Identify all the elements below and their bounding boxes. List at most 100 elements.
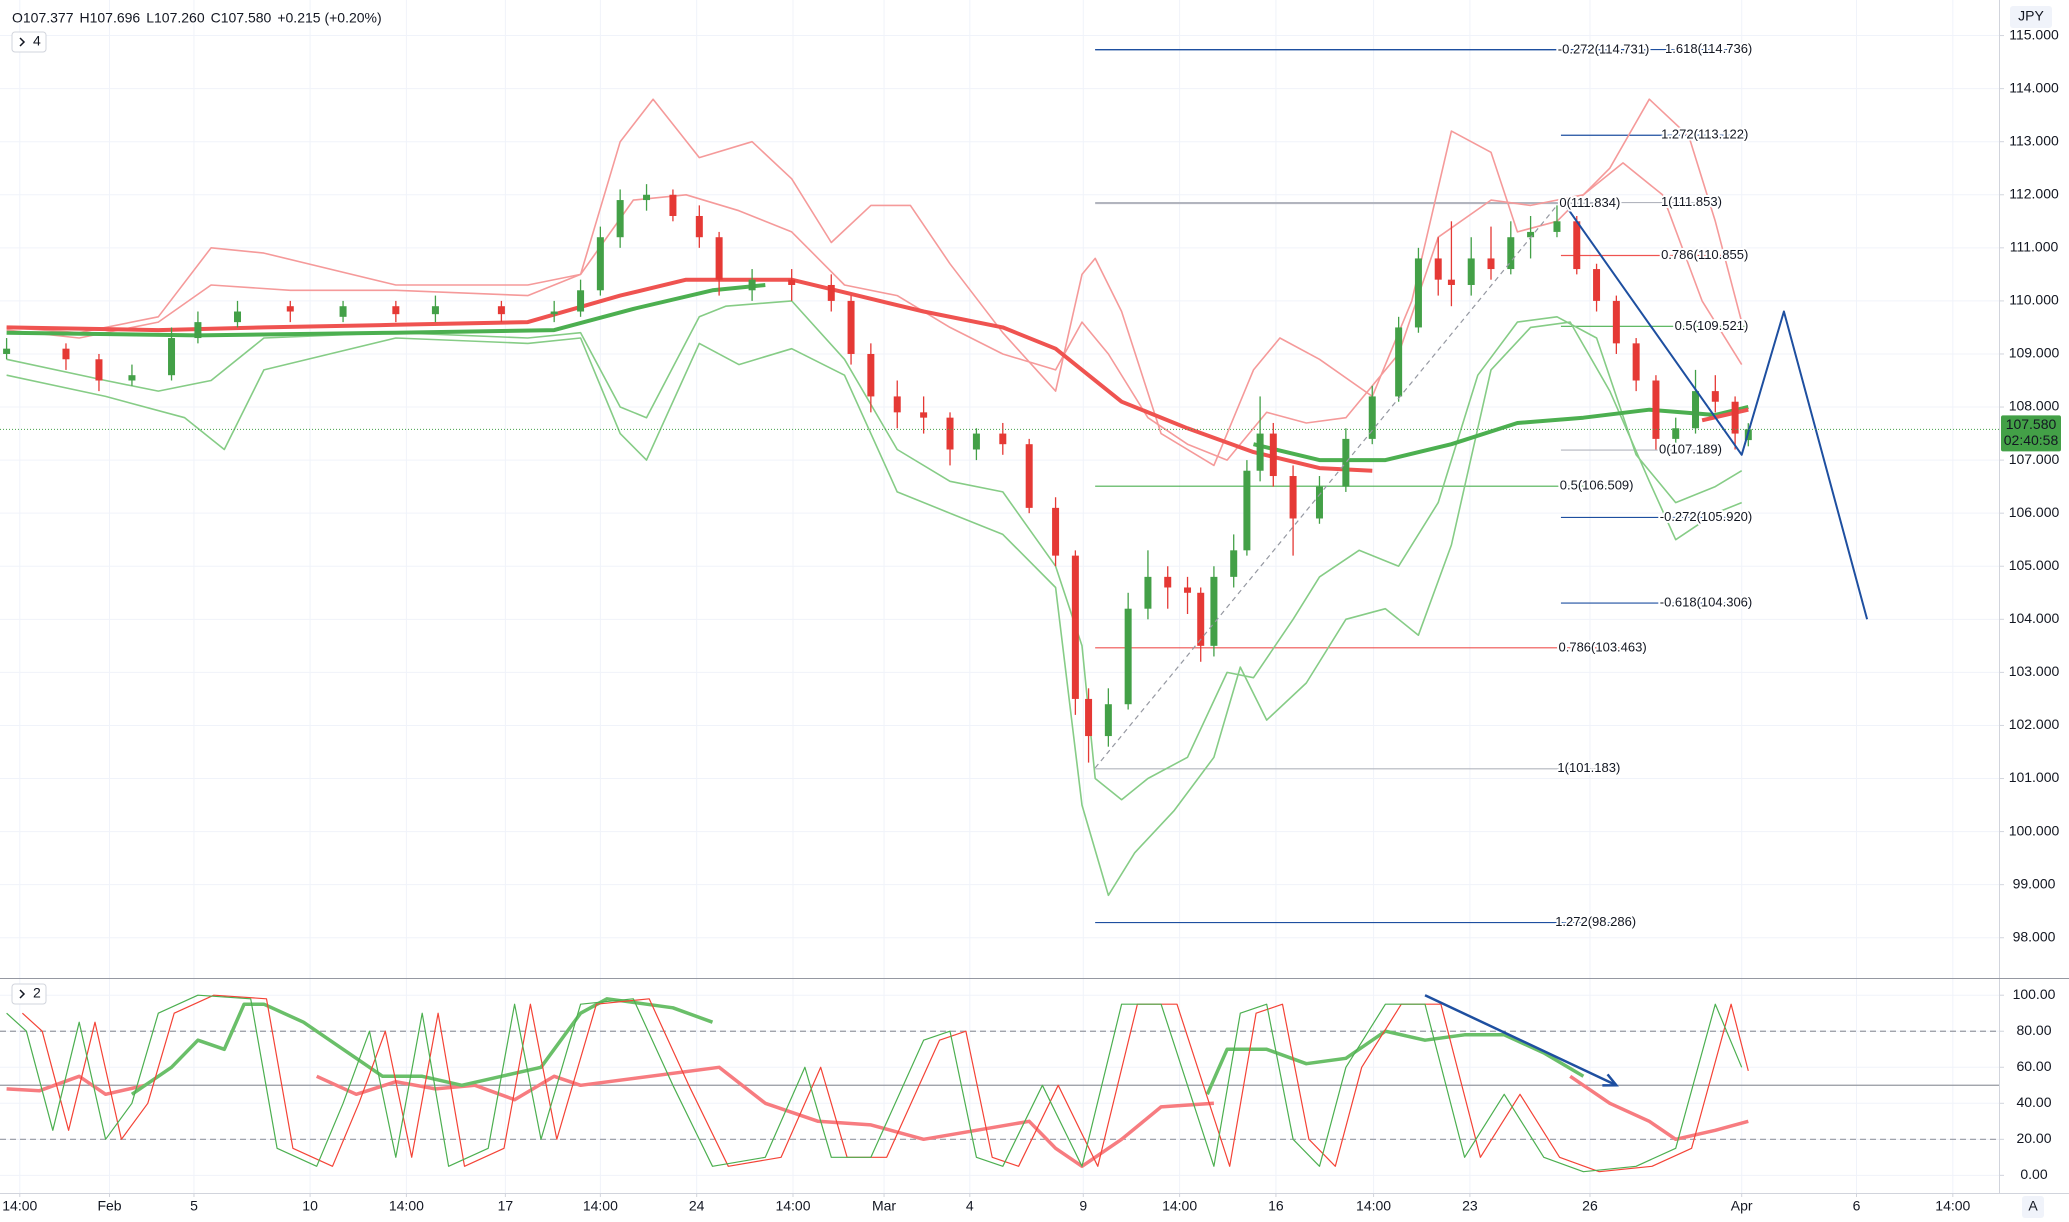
candle-body bbox=[1269, 433, 1277, 477]
currency-box bbox=[2010, 6, 2052, 28]
fib-label: 1.272(98.286) bbox=[1555, 914, 1636, 929]
x-tick-label: 14:00 bbox=[2, 1198, 37, 1214]
y-tick-label: 106.000 bbox=[2009, 504, 2060, 520]
candle-body bbox=[1124, 608, 1132, 705]
fib-label: -0.272(114.731) bbox=[1558, 41, 1650, 56]
y-tick-label: 107.000 bbox=[2009, 451, 2060, 467]
candle-body bbox=[827, 284, 835, 301]
candle-body bbox=[695, 215, 703, 238]
y-tick-label: 112.000 bbox=[2009, 185, 2059, 201]
y-tick-label: 99.000 bbox=[2013, 875, 2056, 891]
candle-body bbox=[234, 311, 242, 323]
last-price-tag bbox=[2001, 415, 2061, 452]
candle-body bbox=[1711, 391, 1719, 402]
oscillator-line bbox=[130, 997, 1585, 1096]
y-tick-label: 100.000 bbox=[2009, 822, 2060, 838]
candle-body bbox=[1052, 507, 1060, 556]
candle-body bbox=[1553, 221, 1561, 232]
candle-body bbox=[3, 348, 11, 354]
fib-label: 1.618(114.736) bbox=[1665, 41, 1752, 56]
x-tick-label: 5 bbox=[190, 1198, 198, 1214]
x-tick-label: 4 bbox=[966, 1198, 974, 1214]
fib-label: 0.786(110.855) bbox=[1661, 247, 1748, 262]
header-low: L107.260 bbox=[146, 10, 205, 26]
candle-body bbox=[715, 237, 723, 280]
candle-body bbox=[1315, 486, 1323, 519]
indicator-line bbox=[6, 277, 1749, 473]
x-tick-label: 9 bbox=[1079, 1198, 1087, 1214]
candle-body bbox=[392, 306, 400, 315]
y-tick-label: 60.00 bbox=[2016, 1058, 2051, 1074]
arrow-head bbox=[1602, 1073, 1619, 1087]
candle-body bbox=[1692, 391, 1700, 429]
x-tick-label: 14:00 bbox=[1935, 1198, 1970, 1214]
candle-body bbox=[1256, 433, 1264, 471]
oscillator-pane bbox=[0, 994, 1999, 1173]
candle-body bbox=[748, 279, 756, 291]
candle-body bbox=[1467, 258, 1475, 285]
y-tick-label: 109.000 bbox=[2009, 345, 2060, 361]
fib-label: 0.5(109.521) bbox=[1675, 318, 1749, 333]
candle-body bbox=[1573, 221, 1581, 270]
candle-body bbox=[1395, 327, 1403, 397]
trend-drawing bbox=[1562, 202, 1869, 620]
indicator-line bbox=[6, 162, 1743, 461]
candle-body bbox=[286, 306, 294, 312]
candle-body bbox=[1632, 343, 1640, 381]
candle-body bbox=[1731, 401, 1739, 434]
candle-body bbox=[95, 359, 103, 381]
x-tick-label: Mar bbox=[872, 1198, 896, 1214]
candle-body bbox=[946, 417, 954, 450]
candle-body bbox=[1085, 698, 1093, 737]
candle-body bbox=[893, 396, 901, 413]
y-tick-label: 104.000 bbox=[2009, 610, 2060, 626]
candle-body bbox=[1652, 380, 1660, 439]
ui-overlay: O107.377 H107.696 L107.260 C107.580 +0.2… bbox=[11, 6, 2052, 1218]
x-tick-label: 6 bbox=[1853, 1198, 1861, 1214]
main-pane: -0.272(114.731) 1.618(114.736) 1.272(113.1… bbox=[0, 39, 1999, 931]
countdown-label: 02:40:58 bbox=[2004, 432, 2059, 448]
candle-body bbox=[596, 237, 604, 291]
currency-label: JPY bbox=[2018, 8, 2044, 24]
last-price-label: 107.580 bbox=[2006, 416, 2057, 432]
candle-body bbox=[999, 433, 1007, 445]
candle-body bbox=[972, 433, 980, 450]
x-tick-label: 14:00 bbox=[389, 1198, 424, 1214]
candle-body bbox=[1197, 592, 1205, 646]
candle-body bbox=[1184, 587, 1192, 593]
y-tick-label: 40.00 bbox=[2016, 1094, 2051, 1110]
pane-toggle-box[interactable] bbox=[11, 31, 47, 53]
indicator-line bbox=[6, 98, 1743, 467]
x-tick-label: 26 bbox=[1582, 1198, 1598, 1214]
candle-body bbox=[550, 311, 558, 315]
fib-label: 0(107.189) bbox=[1659, 442, 1722, 457]
candle-body bbox=[1144, 576, 1152, 609]
y-tick-label: 105.000 bbox=[2009, 557, 2060, 573]
y-tick-label: 108.000 bbox=[2009, 398, 2060, 414]
x-tick-label: 14:00 bbox=[775, 1198, 810, 1214]
candle-body bbox=[643, 194, 651, 201]
candle-body bbox=[339, 306, 347, 317]
candle-body bbox=[1507, 237, 1515, 270]
pane-toggle-box[interactable] bbox=[11, 983, 47, 1005]
candle-body bbox=[788, 279, 796, 285]
y-tick-label: 98.000 bbox=[2013, 928, 2056, 944]
candle-body bbox=[1672, 428, 1680, 439]
candle-body bbox=[1230, 550, 1238, 577]
y-tick-label: 114.000 bbox=[2009, 79, 2059, 95]
y-tick-label: 101.000 bbox=[2009, 769, 2060, 785]
candle-body bbox=[1289, 476, 1297, 519]
x-tick-label: 14:00 bbox=[1356, 1198, 1391, 1214]
x-tick-label: 14:00 bbox=[1162, 1198, 1197, 1214]
main-pane-toggle[interactable]: 4 bbox=[11, 31, 47, 53]
auto-scale-button[interactable] bbox=[2022, 1196, 2044, 1218]
fib-label: 0.786(103.463) bbox=[1559, 639, 1647, 654]
osc-pane-toggle[interactable]: 2 bbox=[11, 983, 47, 1005]
candle-body bbox=[1164, 576, 1172, 588]
candle-body bbox=[867, 353, 875, 397]
candle-body bbox=[1368, 396, 1376, 439]
y-tick-label: 111.000 bbox=[2010, 239, 2059, 255]
auto-scale-label[interactable]: A bbox=[2028, 1198, 2038, 1214]
fib-label: 1.272(113.122) bbox=[1661, 127, 1748, 142]
